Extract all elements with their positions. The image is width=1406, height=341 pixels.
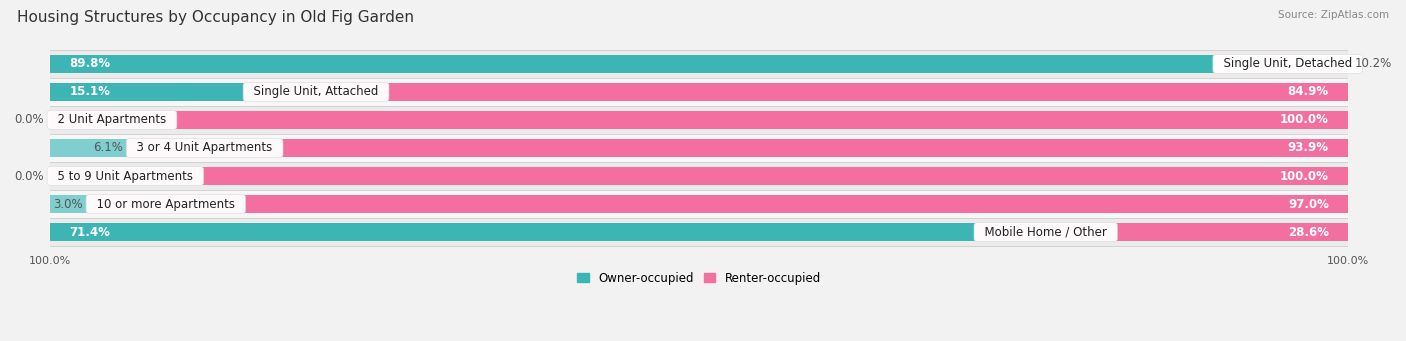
Text: 2 Unit Apartments: 2 Unit Apartments	[51, 114, 174, 127]
Text: 71.4%: 71.4%	[69, 225, 111, 239]
Bar	[51, 190, 1348, 218]
Bar	[51, 218, 1348, 246]
Text: 100.0%: 100.0%	[1279, 169, 1329, 182]
Text: 93.9%: 93.9%	[1288, 142, 1329, 154]
Text: 5 to 9 Unit Apartments: 5 to 9 Unit Apartments	[51, 169, 201, 182]
Bar	[1216, 55, 1348, 73]
Text: Housing Structures by Occupancy in Old Fig Garden: Housing Structures by Occupancy in Old F…	[17, 10, 413, 25]
Text: Single Unit, Detached: Single Unit, Detached	[1216, 57, 1360, 70]
Text: 15.1%: 15.1%	[69, 86, 111, 99]
Bar	[51, 162, 1348, 190]
Bar	[51, 223, 977, 241]
Text: 6.1%: 6.1%	[93, 142, 122, 154]
Text: 3.0%: 3.0%	[53, 197, 83, 210]
Bar	[51, 78, 1348, 106]
Bar	[89, 195, 1348, 213]
Text: 28.6%: 28.6%	[1288, 225, 1329, 239]
Text: 84.9%: 84.9%	[1288, 86, 1329, 99]
Bar	[51, 50, 1348, 78]
Legend: Owner-occupied, Renter-occupied: Owner-occupied, Renter-occupied	[572, 267, 825, 290]
Bar	[51, 134, 1348, 162]
Text: 10.2%: 10.2%	[1355, 57, 1392, 70]
Bar	[977, 223, 1348, 241]
Text: 0.0%: 0.0%	[14, 169, 44, 182]
Text: 89.8%: 89.8%	[69, 57, 111, 70]
Text: 10 or more Apartments: 10 or more Apartments	[89, 197, 242, 210]
Bar	[51, 83, 246, 101]
Bar	[51, 111, 1348, 129]
Bar	[51, 195, 89, 213]
Text: Mobile Home / Other: Mobile Home / Other	[977, 225, 1115, 239]
Text: 97.0%: 97.0%	[1288, 197, 1329, 210]
Bar	[51, 106, 1348, 134]
Text: Source: ZipAtlas.com: Source: ZipAtlas.com	[1278, 10, 1389, 20]
Bar	[51, 167, 1348, 185]
Text: 3 or 4 Unit Apartments: 3 or 4 Unit Apartments	[129, 142, 280, 154]
Text: 0.0%: 0.0%	[14, 114, 44, 127]
Text: 100.0%: 100.0%	[1279, 114, 1329, 127]
Bar	[51, 55, 1216, 73]
Text: Single Unit, Attached: Single Unit, Attached	[246, 86, 387, 99]
Bar	[51, 139, 129, 157]
Bar	[129, 139, 1348, 157]
Bar	[246, 83, 1348, 101]
